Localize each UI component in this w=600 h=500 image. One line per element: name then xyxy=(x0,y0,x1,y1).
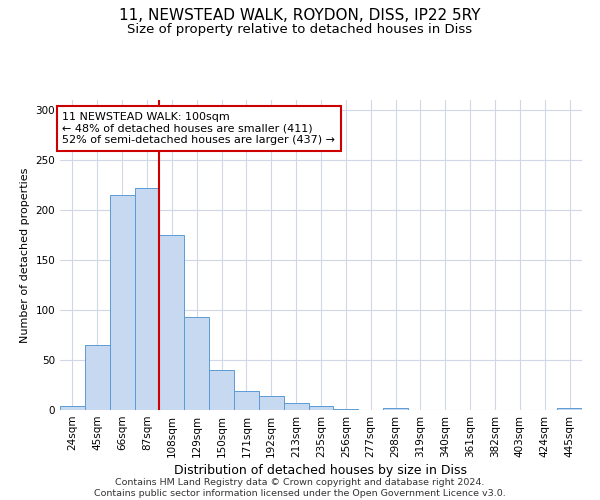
Bar xyxy=(259,396,284,410)
Text: 11 NEWSTEAD WALK: 100sqm
← 48% of detached houses are smaller (411)
52% of semi-: 11 NEWSTEAD WALK: 100sqm ← 48% of detach… xyxy=(62,112,335,145)
Bar xyxy=(209,370,234,410)
Y-axis label: Number of detached properties: Number of detached properties xyxy=(20,168,30,342)
Bar xyxy=(334,409,358,410)
Bar xyxy=(234,391,259,410)
Bar xyxy=(85,345,110,410)
Bar xyxy=(184,317,209,410)
X-axis label: Distribution of detached houses by size in Diss: Distribution of detached houses by size … xyxy=(175,464,467,477)
Bar xyxy=(110,195,134,410)
Bar xyxy=(383,408,408,410)
Bar xyxy=(134,188,160,410)
Bar xyxy=(160,235,184,410)
Bar xyxy=(308,406,334,410)
Bar xyxy=(284,403,308,410)
Bar xyxy=(60,406,85,410)
Text: Size of property relative to detached houses in Diss: Size of property relative to detached ho… xyxy=(127,22,473,36)
Text: 11, NEWSTEAD WALK, ROYDON, DISS, IP22 5RY: 11, NEWSTEAD WALK, ROYDON, DISS, IP22 5R… xyxy=(119,8,481,22)
Bar xyxy=(557,408,582,410)
Text: Contains HM Land Registry data © Crown copyright and database right 2024.
Contai: Contains HM Land Registry data © Crown c… xyxy=(94,478,506,498)
